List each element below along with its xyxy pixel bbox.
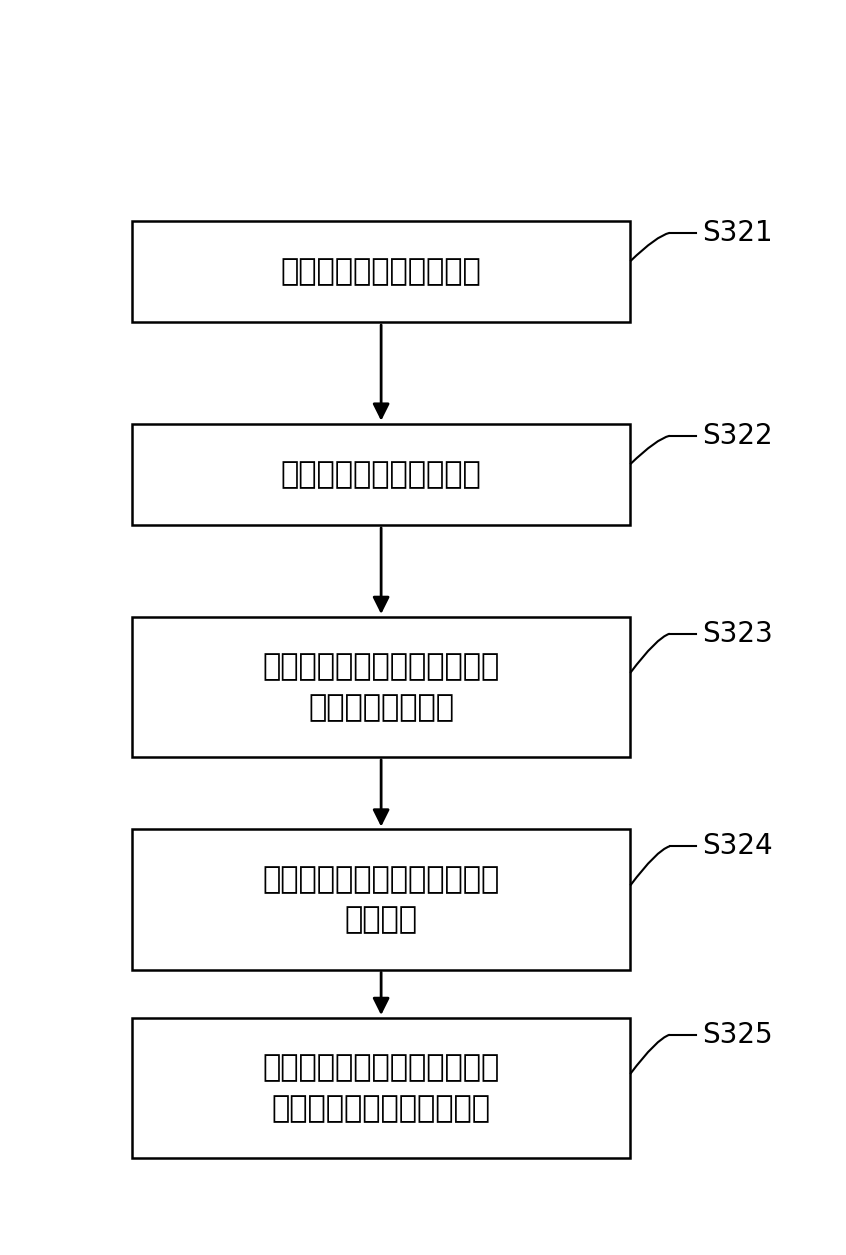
Text: 对所计算的每一状态出现的概
率按大小进行排序: 对所计算的每一状态出现的概 率按大小进行排序 <box>262 653 500 722</box>
Text: 将时间观测序列加入到原始状
态空间，获得优化状态空间: 将时间观测序列加入到原始状 态空间，获得优化状态空间 <box>262 1053 500 1123</box>
Text: S323: S323 <box>702 620 773 648</box>
Text: 计算每一状态出现的概率: 计算每一状态出现的概率 <box>281 459 481 489</box>
Bar <box>132 830 630 970</box>
Bar <box>132 424 630 525</box>
Bar <box>132 1018 630 1158</box>
Text: S325: S325 <box>702 1020 773 1049</box>
Text: 基于排序结果获取状态空间的
状态个数: 基于排序结果获取状态空间的 状态个数 <box>262 865 500 934</box>
Bar <box>132 617 630 757</box>
Text: 获取每一状态出现的次数: 获取每一状态出现的次数 <box>281 257 481 286</box>
Text: S324: S324 <box>702 832 773 860</box>
Text: S322: S322 <box>702 422 773 449</box>
Text: S321: S321 <box>702 218 773 247</box>
Bar <box>132 221 630 323</box>
